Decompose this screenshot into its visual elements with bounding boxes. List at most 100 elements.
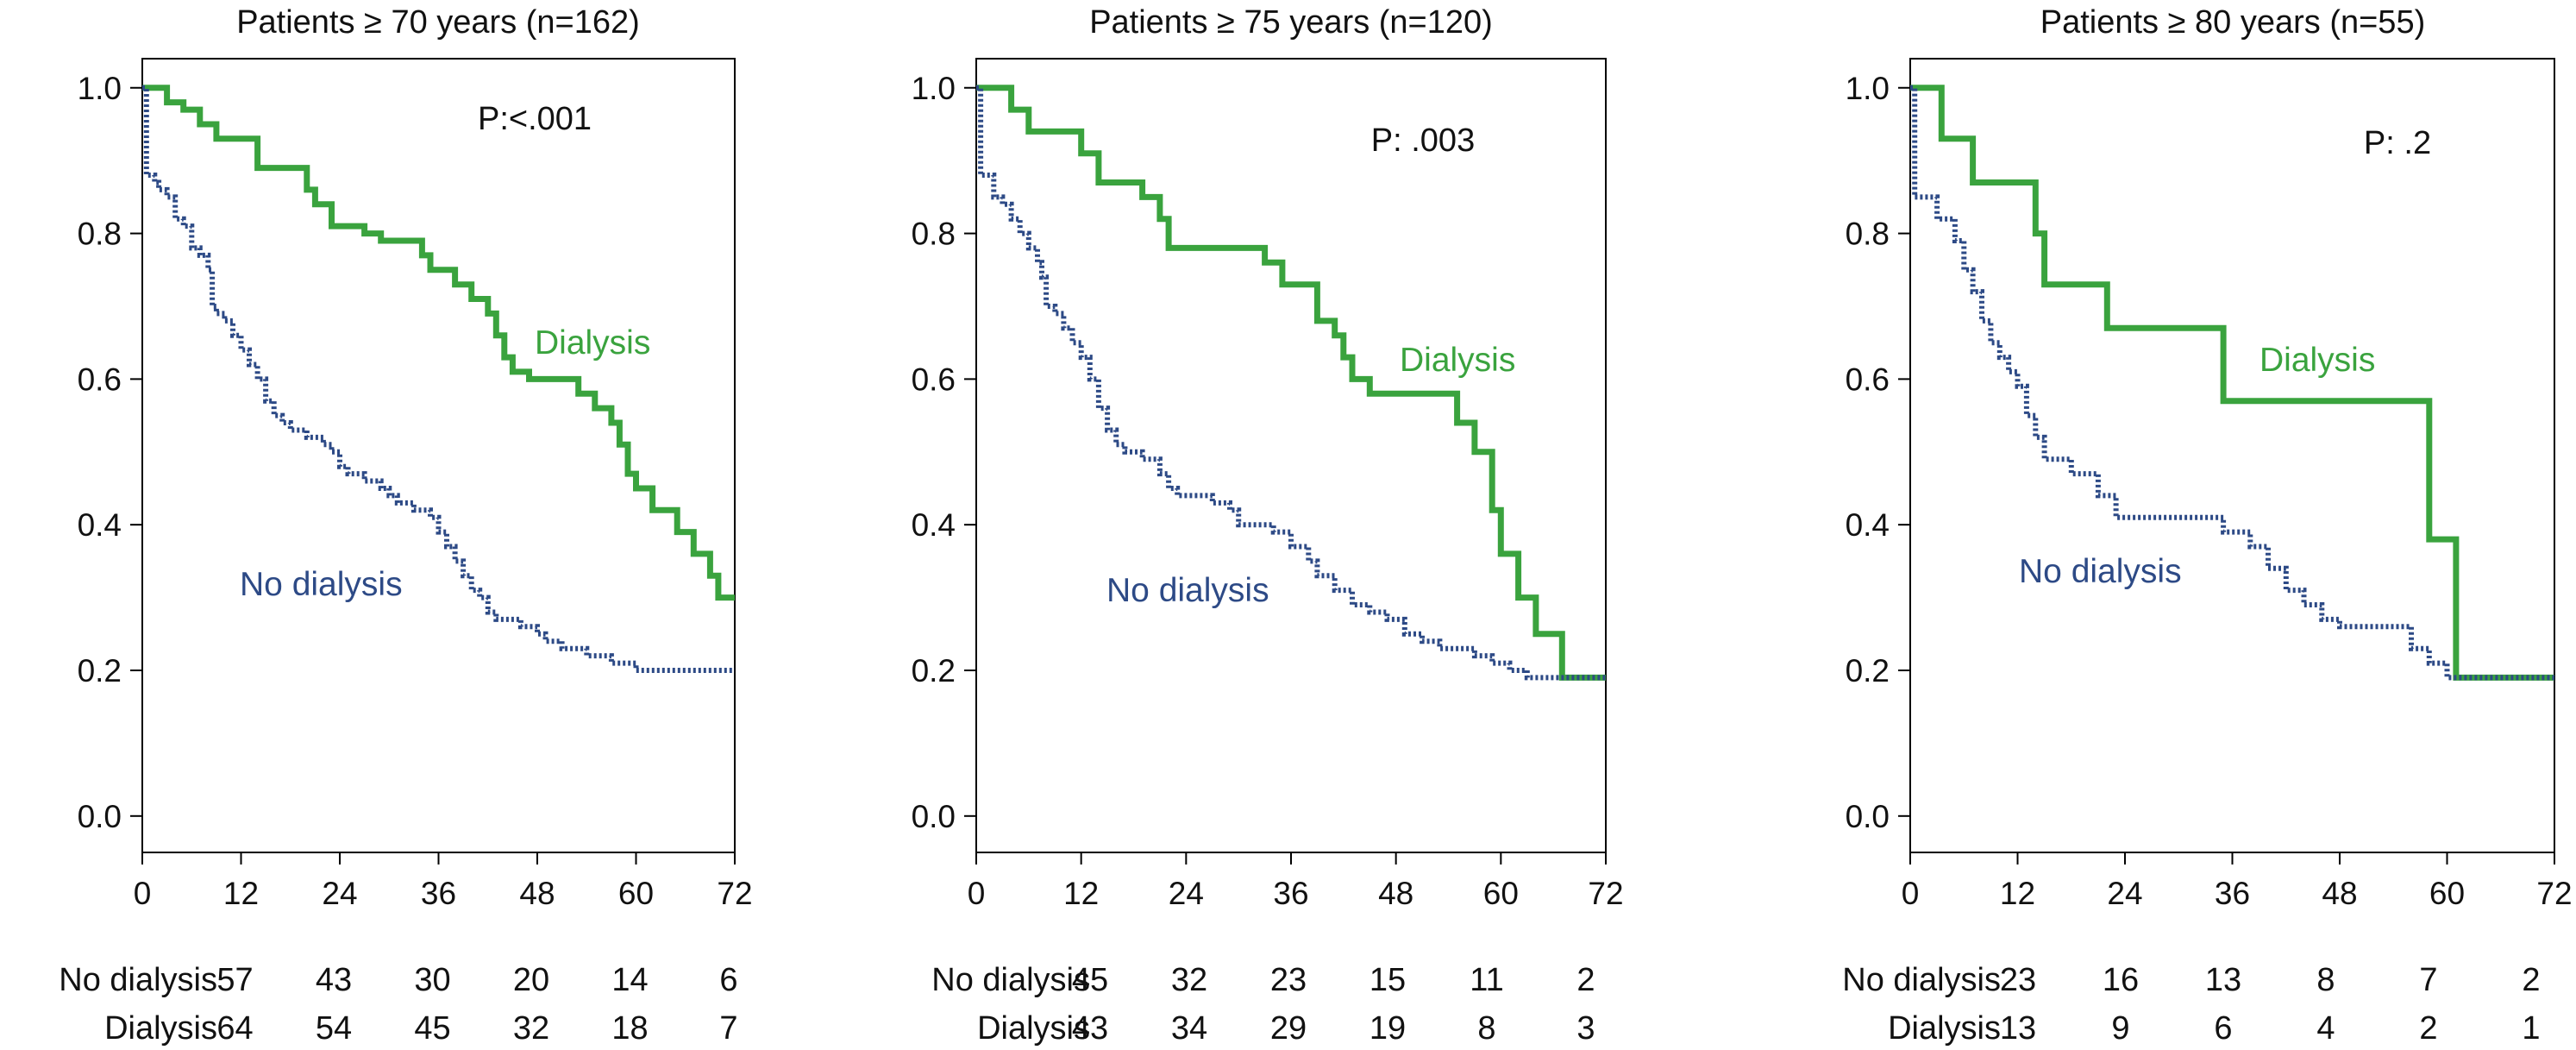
risk-value: 23 bbox=[2000, 962, 2036, 998]
risk-value: 4 bbox=[2316, 1010, 2335, 1047]
x-tick-label: 12 bbox=[223, 876, 259, 911]
p-value-label: P:<.001 bbox=[478, 101, 592, 137]
risk-row-label: No dialysis bbox=[59, 962, 217, 998]
y-tick-label: 0.2 bbox=[78, 653, 122, 688]
x-tick-label: 60 bbox=[2429, 876, 2465, 911]
y-tick-label: 0.8 bbox=[78, 217, 122, 252]
no-dialysis-curve bbox=[142, 85, 735, 673]
x-tick-label: 12 bbox=[1063, 876, 1099, 911]
dialysis-label: Dialysis bbox=[2259, 342, 2375, 379]
no-dialysis-label: No dialysis bbox=[2019, 553, 2182, 590]
y-tick-label: 0.8 bbox=[1846, 217, 1890, 252]
plot-frame bbox=[975, 58, 1607, 853]
risk-value: 32 bbox=[1171, 962, 1207, 998]
risk-value: 7 bbox=[719, 1010, 737, 1047]
chart-panel-1: Patients ≥ 70 years (n=162) 0.0 0.2 0.4 0.6 0… bbox=[59, 4, 752, 1047]
risk-value: 45 bbox=[1072, 962, 1108, 998]
y-tick-label: 0.6 bbox=[912, 362, 956, 397]
risk-value: 8 bbox=[1477, 1010, 1495, 1047]
risk-value: 18 bbox=[611, 1010, 648, 1047]
risk-value: 2 bbox=[2522, 962, 2540, 998]
risk-value: 43 bbox=[316, 962, 352, 998]
y-tick-label: 0.2 bbox=[912, 653, 956, 688]
plot-frame bbox=[1909, 58, 2555, 853]
x-tick-label: 72 bbox=[1588, 876, 1623, 911]
risk-value: 45 bbox=[414, 1010, 450, 1047]
chart-panel-3: Patients ≥ 80 years (n=55) 0.0 0.2 0.4 0.6 0.… bbox=[1842, 4, 2572, 1047]
risk-value: 2 bbox=[2419, 1010, 2437, 1047]
y-tick-label: 1.0 bbox=[912, 71, 956, 106]
x-tick-label: 24 bbox=[2107, 876, 2142, 911]
no-dialysis-label: No dialysis bbox=[1106, 572, 1269, 609]
x-tick-label: 12 bbox=[2000, 876, 2035, 911]
x-tick-label: 72 bbox=[717, 876, 752, 911]
x-tick-label: 48 bbox=[1378, 876, 1413, 911]
risk-row-label: No dialysis bbox=[931, 962, 1090, 998]
dialysis-curve bbox=[976, 85, 1606, 681]
x-tick-label: 24 bbox=[1169, 876, 1204, 911]
chart-title: Patients ≥ 80 years (n=55) bbox=[2040, 4, 2425, 41]
risk-value: 19 bbox=[1369, 1010, 1406, 1047]
risk-value: 23 bbox=[1270, 962, 1307, 998]
x-tick-label: 0 bbox=[1902, 876, 1920, 911]
risk-value: 14 bbox=[611, 962, 648, 998]
y-tick-label: 1.0 bbox=[78, 71, 122, 106]
plot-frame bbox=[141, 58, 736, 853]
y-tick-label: 0.6 bbox=[1846, 362, 1890, 397]
risk-value: 34 bbox=[1171, 1010, 1207, 1047]
x-tick-label: 0 bbox=[968, 876, 986, 911]
risk-row-label: No dialysis bbox=[1842, 962, 2001, 998]
risk-value: 15 bbox=[1369, 962, 1406, 998]
risk-row-label: Dialysis bbox=[1888, 1010, 2001, 1047]
chart-title: Patients ≥ 75 years (n=120) bbox=[1089, 4, 1493, 41]
y-tick-label: 0.4 bbox=[912, 507, 956, 543]
risk-value: 64 bbox=[216, 1010, 253, 1047]
y-tick-label: 0.4 bbox=[78, 507, 122, 543]
no-dialysis-curve bbox=[976, 85, 1606, 681]
risk-value: 1 bbox=[2522, 1010, 2540, 1047]
risk-value: 30 bbox=[414, 962, 450, 998]
risk-value: 8 bbox=[2316, 962, 2335, 998]
dialysis-curve bbox=[1910, 85, 2554, 681]
risk-value: 20 bbox=[513, 962, 549, 998]
risk-value: 6 bbox=[719, 962, 737, 998]
x-tick-label: 60 bbox=[618, 876, 654, 911]
risk-value: 11 bbox=[1470, 962, 1503, 998]
y-tick-label: 0.0 bbox=[78, 799, 122, 834]
dialysis-curve bbox=[142, 85, 735, 601]
risk-value: 3 bbox=[1576, 1010, 1595, 1047]
y-tick-label: 0.2 bbox=[1846, 653, 1890, 688]
risk-value: 29 bbox=[1270, 1010, 1307, 1047]
no-dialysis-label: No dialysis bbox=[240, 566, 403, 603]
x-tick-label: 24 bbox=[322, 876, 357, 911]
y-tick-label: 0.6 bbox=[78, 362, 122, 397]
x-tick-label: 36 bbox=[421, 876, 456, 911]
risk-value: 13 bbox=[2205, 962, 2241, 998]
y-tick-label: 0.8 bbox=[912, 217, 956, 252]
risk-value: 6 bbox=[2214, 1010, 2232, 1047]
risk-value: 13 bbox=[2000, 1010, 2036, 1047]
risk-value: 2 bbox=[1576, 962, 1595, 998]
risk-value: 32 bbox=[513, 1010, 549, 1047]
dialysis-label: Dialysis bbox=[1400, 342, 1515, 379]
risk-value: 16 bbox=[2103, 962, 2139, 998]
risk-value: 7 bbox=[2419, 962, 2437, 998]
risk-value: 43 bbox=[1072, 1010, 1108, 1047]
risk-value: 57 bbox=[216, 962, 253, 998]
risk-value: 54 bbox=[316, 1010, 352, 1047]
x-tick-label: 36 bbox=[1273, 876, 1308, 911]
y-tick-label: 1.0 bbox=[1846, 71, 1890, 106]
x-tick-label: 72 bbox=[2536, 876, 2572, 911]
x-tick-label: 36 bbox=[2215, 876, 2250, 911]
no-dialysis-curve bbox=[1910, 85, 2554, 681]
y-tick-label: 0.0 bbox=[912, 799, 956, 834]
risk-row-label: Dialysis bbox=[977, 1010, 1090, 1047]
p-value-label: P: .003 bbox=[1371, 123, 1475, 159]
risk-value: 9 bbox=[2111, 1010, 2129, 1047]
x-tick-label: 60 bbox=[1483, 876, 1519, 911]
risk-row-label: Dialysis bbox=[104, 1010, 217, 1047]
dialysis-label: Dialysis bbox=[535, 324, 650, 362]
x-tick-label: 0 bbox=[134, 876, 152, 911]
p-value-label: P: .2 bbox=[2364, 125, 2431, 161]
